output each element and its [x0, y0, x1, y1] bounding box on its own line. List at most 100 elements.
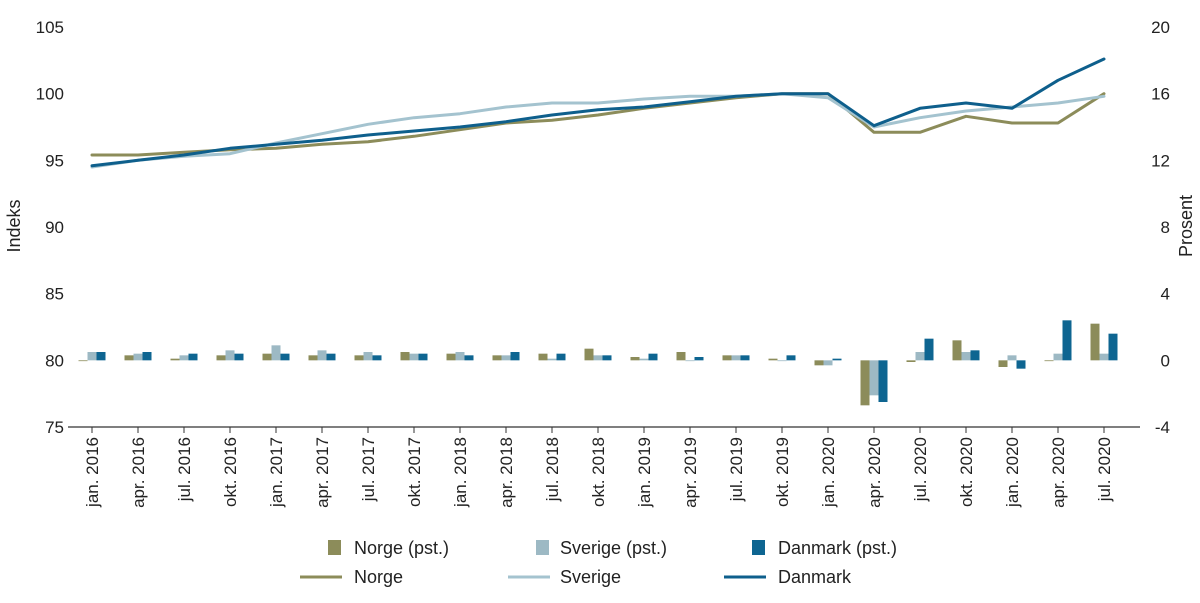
bar-danmark-pst: [970, 350, 980, 361]
bar-norge-pst: [768, 358, 778, 361]
bar-sverige-pst: [961, 352, 971, 361]
bar-danmark-pst: [924, 338, 934, 361]
bar-norge-pst: [952, 340, 962, 361]
right-tick-label: 8: [1161, 218, 1170, 237]
legend-label-danmark-pst: Danmark (pst.): [778, 538, 897, 558]
bar-sverige-pst: [1099, 353, 1109, 361]
bar-norge-pst: [492, 355, 502, 361]
x-tick-label: jan. 2018: [451, 437, 470, 508]
bar-sverige-pst: [1053, 353, 1063, 361]
bar-norge-pst: [400, 352, 410, 361]
x-tick-label: jan. 2020: [1003, 437, 1022, 508]
left-axis-label: Indeks: [4, 199, 24, 252]
bar-danmark-pst: [556, 353, 566, 361]
x-tick-label: jul. 2019: [727, 437, 746, 502]
left-tick-label: 105: [36, 18, 64, 37]
x-tick-label: jul. 2017: [359, 437, 378, 502]
bar-norge-pst: [78, 360, 88, 362]
x-tick-label: jul. 2018: [543, 437, 562, 502]
left-tick-label: 90: [45, 218, 64, 237]
bar-sverige-pst: [823, 360, 833, 366]
bar-sverige-pst: [593, 355, 603, 361]
right-tick-label: 16: [1151, 85, 1170, 104]
bar-sverige-pst: [639, 358, 649, 361]
x-tick-label: jan. 2019: [635, 437, 654, 508]
x-tick-label: okt. 2019: [773, 437, 792, 507]
bar-danmark-pst: [280, 353, 290, 361]
bar-danmark-pst: [832, 358, 842, 361]
bar-danmark-pst: [418, 353, 428, 361]
bar-norge-pst: [630, 357, 640, 361]
bar-sverige-pst: [455, 352, 465, 361]
left-tick-label: 95: [45, 151, 64, 170]
bar-sverige-pst: [225, 350, 235, 361]
right-axis-label: Prosent: [1176, 195, 1196, 257]
bar-danmark-pst: [1108, 333, 1118, 361]
bar-norge-pst: [998, 360, 1008, 367]
x-tick-label: apr. 2018: [497, 437, 516, 508]
bar-danmark-pst: [510, 352, 520, 361]
x-axis-ticks: jan. 2016 apr. 2016 jul. 2016 okt. 2016 jan.…: [83, 427, 1114, 508]
right-tick-label: 4: [1161, 285, 1170, 304]
left-tick-label: 85: [45, 285, 64, 304]
right-tick-label: 20: [1151, 18, 1170, 37]
x-tick-label: okt. 2016: [221, 437, 240, 507]
line-norge: [90, 92, 1106, 157]
bar-sverige-pst: [777, 360, 787, 362]
legend-label-danmark: Danmark: [778, 567, 852, 587]
bars-layer: [78, 320, 1118, 406]
right-tick-label: 12: [1151, 151, 1170, 170]
lines-layer: [90, 57, 1106, 169]
bar-norge-pst: [446, 353, 456, 361]
bar-danmark-pst: [694, 357, 704, 361]
bar-danmark-pst: [786, 355, 796, 361]
x-tick-label: okt. 2017: [405, 437, 424, 507]
x-tick-label: apr. 2017: [313, 437, 332, 508]
bar-sverige-pst: [179, 355, 189, 361]
x-tick-label: apr. 2020: [865, 437, 884, 508]
bar-sverige-pst: [271, 345, 281, 361]
x-tick-label: okt. 2020: [957, 437, 976, 507]
bar-norge-pst: [354, 355, 364, 361]
bar-norge-pst: [538, 353, 548, 361]
bar-danmark-pst: [878, 360, 888, 402]
bar-danmark-pst: [142, 352, 152, 361]
x-tick-label: jan. 2017: [267, 437, 286, 508]
bar-sverige-pst: [133, 353, 143, 361]
bar-norge-pst: [584, 348, 594, 361]
x-tick-label: jan. 2020: [819, 437, 838, 508]
legend-label-norge: Norge: [354, 567, 403, 587]
legend-swatch-norge-pst: [328, 540, 341, 555]
right-tick-label: -4: [1155, 418, 1170, 437]
x-tick-label: jul. 2020: [1095, 437, 1114, 502]
left-tick-label: 80: [45, 351, 64, 370]
bar-norge-pst: [860, 360, 870, 406]
left-axis-ticks: 75 80 85 90 95 100 105: [36, 18, 64, 437]
legend: Norge (pst.) Sverige (pst.) Danmark (pst…: [300, 538, 897, 587]
bar-danmark-pst: [372, 355, 382, 361]
bar-danmark-pst: [740, 355, 750, 361]
x-tick-label: apr. 2016: [129, 437, 148, 508]
bar-norge-pst: [722, 355, 732, 361]
bar-sverige-pst: [869, 360, 879, 396]
bar-sverige-pst: [501, 355, 511, 361]
bar-sverige-pst: [87, 352, 97, 361]
bar-danmark-pst: [464, 355, 474, 361]
bar-danmark-pst: [234, 353, 244, 361]
bar-norge-pst: [170, 358, 180, 361]
right-tick-label: 0: [1161, 351, 1170, 370]
left-tick-label: 75: [45, 418, 64, 437]
x-tick-label: jul. 2020: [911, 437, 930, 502]
bar-danmark-pst: [648, 353, 658, 361]
bar-norge-pst: [308, 355, 318, 361]
legend-swatch-sverige-pst: [536, 540, 549, 555]
bar-norge-pst: [676, 352, 686, 361]
left-tick-label: 100: [36, 85, 64, 104]
x-tick-label: okt. 2018: [589, 437, 608, 507]
bar-norge-pst: [1044, 360, 1054, 362]
bar-norge-pst: [124, 355, 134, 361]
bar-danmark-pst: [96, 352, 106, 361]
x-tick-label: jul. 2016: [175, 437, 194, 502]
bar-sverige-pst: [731, 355, 741, 361]
